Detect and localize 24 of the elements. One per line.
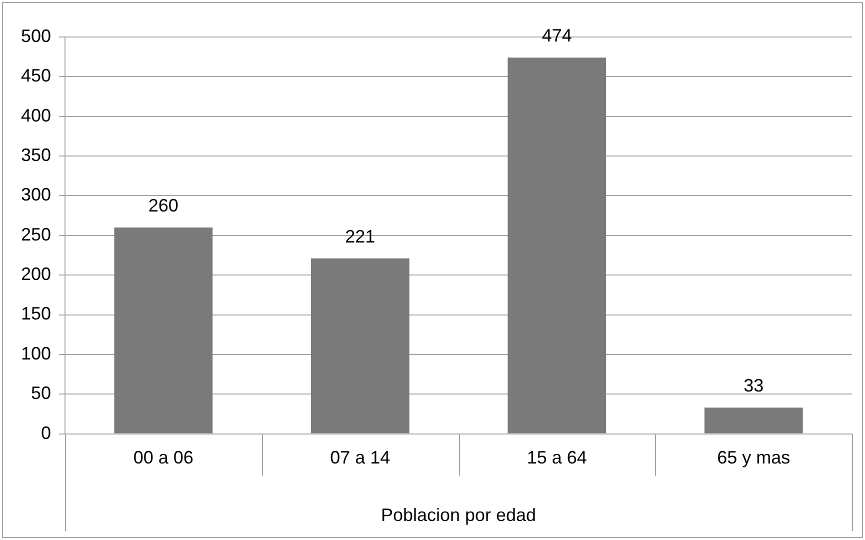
y-tick-label: 300 xyxy=(20,184,52,205)
data-label: 474 xyxy=(542,26,572,46)
x-axis-title: Poblacion por edad xyxy=(380,505,536,526)
bar xyxy=(310,258,410,434)
bar xyxy=(114,227,213,434)
data-label: 221 xyxy=(345,226,376,246)
y-tick-label: 150 xyxy=(20,304,52,324)
data-label: 33 xyxy=(744,376,764,396)
y-tick-label: 50 xyxy=(31,383,52,404)
y-tick-label: 450 xyxy=(20,66,52,86)
y-tick-label: 350 xyxy=(20,145,52,166)
y-tick-label: 500 xyxy=(20,26,52,46)
y-tick-label: 200 xyxy=(20,264,52,284)
bar xyxy=(508,58,606,434)
y-tick-label: 250 xyxy=(20,224,52,244)
y-tick-label: 0 xyxy=(41,422,52,443)
x-tick-label: 07 a 14 xyxy=(330,448,390,468)
y-tick-label: 100 xyxy=(20,343,52,364)
x-tick-label: 65 y mas xyxy=(717,448,790,468)
bar xyxy=(704,408,803,434)
data-label: 260 xyxy=(148,195,178,216)
x-tick-label: 15 a 64 xyxy=(526,448,587,468)
x-tick-label: 00 a 06 xyxy=(133,448,194,468)
y-tick-label: 400 xyxy=(20,105,52,126)
